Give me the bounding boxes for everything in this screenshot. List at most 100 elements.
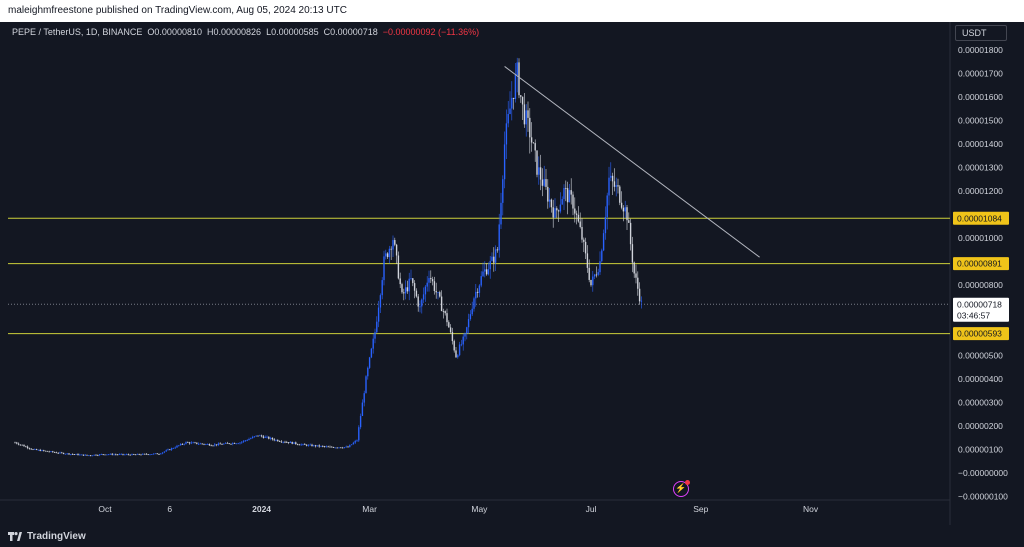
- candle: [484, 261, 486, 278]
- price-axis[interactable]: 0.00001800 0.00001700 0.00001600 0.00001500…: [958, 45, 1008, 502]
- candle-body: [493, 256, 495, 263]
- candle: [561, 196, 563, 205]
- candle-body: [480, 276, 482, 286]
- candle-body: [253, 436, 256, 438]
- candle-body: [482, 271, 484, 277]
- candle: [289, 440, 292, 443]
- candle: [628, 212, 630, 223]
- candle: [116, 453, 119, 456]
- candle: [113, 453, 115, 456]
- candle: [64, 453, 67, 455]
- candle-body: [278, 441, 281, 443]
- candle-body: [406, 287, 409, 292]
- candle: [293, 442, 295, 444]
- candle-body: [514, 74, 517, 99]
- candle-body: [223, 443, 225, 445]
- candle-body: [410, 278, 412, 280]
- candle: [313, 444, 315, 447]
- candle: [124, 453, 126, 456]
- candle: [469, 310, 472, 321]
- candle: [282, 441, 284, 444]
- candle: [496, 246, 499, 253]
- candle: [383, 250, 385, 286]
- candle-body: [491, 256, 493, 261]
- candle-body: [444, 311, 446, 314]
- candle-body: [498, 224, 500, 251]
- candle-body: [300, 444, 302, 446]
- candle-body: [507, 114, 509, 124]
- candle: [433, 276, 436, 295]
- candle-body: [505, 123, 508, 145]
- candle: [516, 57, 518, 93]
- candle: [161, 452, 164, 455]
- candle-body: [286, 442, 288, 443]
- candle-body: [133, 454, 135, 455]
- candle-body: [100, 454, 103, 455]
- candle: [221, 443, 223, 445]
- tradingview-logo[interactable]: TradingView: [8, 531, 86, 542]
- candle: [296, 443, 299, 446]
- candle: [120, 453, 122, 455]
- trendline-layer: [504, 66, 760, 258]
- candle: [563, 184, 565, 211]
- countdown-label: 03:46:57: [957, 310, 990, 320]
- candle-body: [179, 443, 182, 446]
- tradingview-brand: TradingView: [27, 531, 86, 542]
- candle: [284, 440, 286, 444]
- candle-body: [593, 274, 596, 277]
- candle-body: [59, 452, 61, 454]
- candle-body: [631, 244, 634, 263]
- candle-body: [552, 207, 554, 218]
- candle-body: [109, 453, 112, 455]
- candle: [255, 435, 257, 438]
- candle-body: [365, 376, 367, 394]
- candle: [269, 436, 272, 441]
- close-label: C: [323, 27, 331, 37]
- candle: [122, 453, 124, 456]
- candle-body: [602, 233, 605, 251]
- candle: [109, 453, 112, 455]
- candle: [538, 156, 540, 185]
- time-axis[interactable]: Oct 6 2024 Mar May Jul Sep Nov: [98, 504, 819, 514]
- candle: [404, 280, 407, 300]
- candle-body: [581, 226, 583, 240]
- candle-body: [394, 240, 396, 245]
- candle-body: [318, 445, 320, 447]
- candle-body: [473, 298, 475, 309]
- candle-body: [277, 439, 279, 442]
- candle: [514, 63, 517, 103]
- candle: [262, 434, 265, 439]
- candle-body: [534, 143, 536, 151]
- candle: [286, 440, 288, 443]
- candle: [408, 272, 410, 301]
- publish-line: maleighmfreestone published on TradingVi…: [8, 5, 347, 16]
- lightning-icon[interactable]: ⚡: [673, 480, 690, 497]
- candle-body: [183, 443, 185, 445]
- candle: [363, 390, 365, 407]
- candle-body: [251, 436, 254, 439]
- candle-body: [219, 443, 221, 445]
- candle: [491, 252, 493, 262]
- candle: [271, 437, 274, 441]
- candle: [167, 448, 169, 451]
- price-chart[interactable]: 0.00001800 0.00001700 0.00001600 0.00001500…: [0, 22, 1024, 525]
- candle: [163, 451, 166, 454]
- candle-body: [152, 453, 155, 455]
- currency-button[interactable]: USDT: [955, 25, 1007, 41]
- candle: [453, 339, 455, 353]
- trendline: [504, 66, 760, 258]
- candle: [367, 366, 369, 380]
- candle-body: [462, 336, 464, 345]
- candle-body: [541, 179, 544, 186]
- candle: [413, 280, 416, 299]
- candle: [68, 453, 70, 455]
- candle-body: [597, 272, 599, 275]
- grid: [0, 22, 951, 525]
- candle-body: [446, 313, 448, 323]
- candle-body: [430, 278, 432, 280]
- candle-body: [376, 321, 378, 333]
- candle: [95, 454, 97, 456]
- candle: [512, 97, 515, 110]
- candle-body: [217, 443, 220, 446]
- candle-body: [471, 308, 473, 315]
